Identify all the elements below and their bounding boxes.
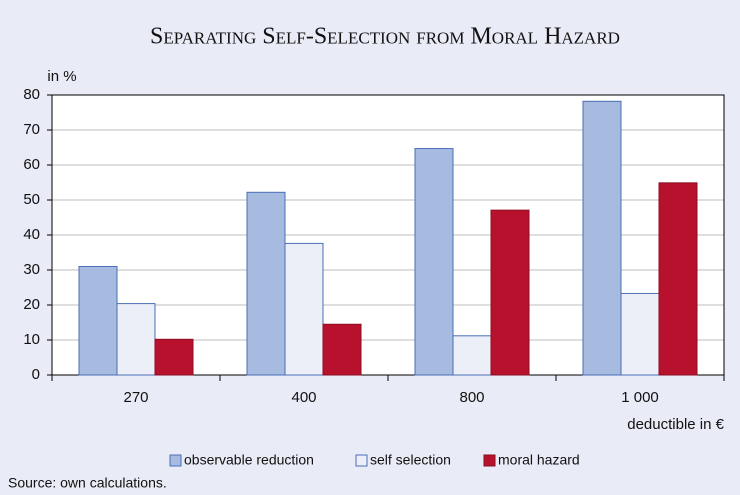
y-tick-label: 0 [32, 366, 40, 383]
bar [154, 338, 194, 376]
source: Source: own calculations. [8, 475, 167, 491]
chart-title: Separating Self-Selection from Moral Haz… [150, 24, 620, 50]
bar [322, 323, 362, 376]
bar [246, 191, 286, 376]
y-tick-label: 80 [23, 86, 40, 103]
bar [452, 335, 492, 376]
legend-label: observable reduction [184, 452, 314, 468]
y-tick-label: 20 [23, 296, 40, 313]
legend-swatch [483, 454, 496, 467]
bar [582, 100, 622, 376]
y-tick-label: 40 [23, 226, 40, 243]
x-tick-label: 270 [123, 389, 148, 406]
y-tick-label: 50 [23, 191, 40, 208]
bar [78, 266, 118, 376]
y-tick-label: 60 [23, 156, 40, 173]
x-tick-label: 1 000 [621, 389, 659, 406]
bar [116, 303, 156, 376]
x-tick-label: 800 [459, 389, 484, 406]
legend-swatch [169, 454, 182, 467]
legend-label: self selection [370, 452, 451, 468]
y-tick-label: 10 [23, 331, 40, 348]
legend-swatch [355, 454, 368, 467]
y-axis-label: in % [47, 68, 76, 85]
y-tick-label: 30 [23, 261, 40, 278]
bar [414, 148, 454, 376]
legend-label: moral hazard [498, 452, 580, 468]
bar [620, 292, 660, 376]
y-tick-label: 70 [23, 121, 40, 138]
bar [284, 242, 324, 376]
x-tick-label: 400 [291, 389, 316, 406]
bar [658, 182, 698, 376]
x-axis-label: deductible in € [627, 416, 724, 433]
bar [490, 209, 530, 376]
plot-border [51, 94, 725, 376]
